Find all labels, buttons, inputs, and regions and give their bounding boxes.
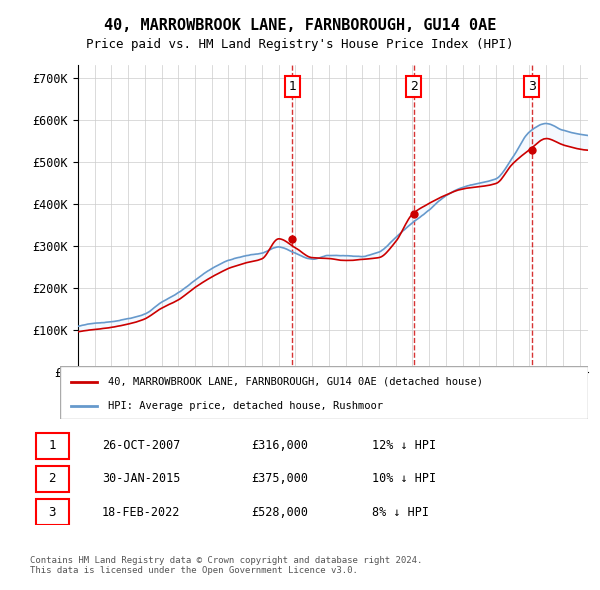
Text: 12% ↓ HPI: 12% ↓ HPI [372,440,436,453]
Text: Contains HM Land Registry data © Crown copyright and database right 2024.
This d: Contains HM Land Registry data © Crown c… [30,556,422,575]
Text: £375,000: £375,000 [251,473,308,486]
Text: 10% ↓ HPI: 10% ↓ HPI [372,473,436,486]
FancyBboxPatch shape [60,366,588,419]
Text: 1: 1 [49,440,56,453]
Text: £316,000: £316,000 [251,440,308,453]
Text: 3: 3 [528,80,536,93]
Text: Price paid vs. HM Land Registry's House Price Index (HPI): Price paid vs. HM Land Registry's House … [86,38,514,51]
Text: 40, MARROWBROOK LANE, FARNBOROUGH, GU14 0AE (detached house): 40, MARROWBROOK LANE, FARNBOROUGH, GU14 … [107,377,482,386]
Text: £528,000: £528,000 [251,506,308,519]
Text: 40, MARROWBROOK LANE, FARNBOROUGH, GU14 0AE: 40, MARROWBROOK LANE, FARNBOROUGH, GU14 … [104,18,496,32]
Text: 8% ↓ HPI: 8% ↓ HPI [372,506,429,519]
Text: 3: 3 [49,506,56,519]
Text: 30-JAN-2015: 30-JAN-2015 [102,473,180,486]
FancyBboxPatch shape [35,433,68,459]
Text: 18-FEB-2022: 18-FEB-2022 [102,506,180,519]
Text: 2: 2 [410,80,418,93]
FancyBboxPatch shape [35,466,68,492]
FancyBboxPatch shape [35,499,68,525]
Text: 1: 1 [289,80,296,93]
Text: 2: 2 [49,473,56,486]
Text: HPI: Average price, detached house, Rushmoor: HPI: Average price, detached house, Rush… [107,401,383,411]
Text: 26-OCT-2007: 26-OCT-2007 [102,440,180,453]
